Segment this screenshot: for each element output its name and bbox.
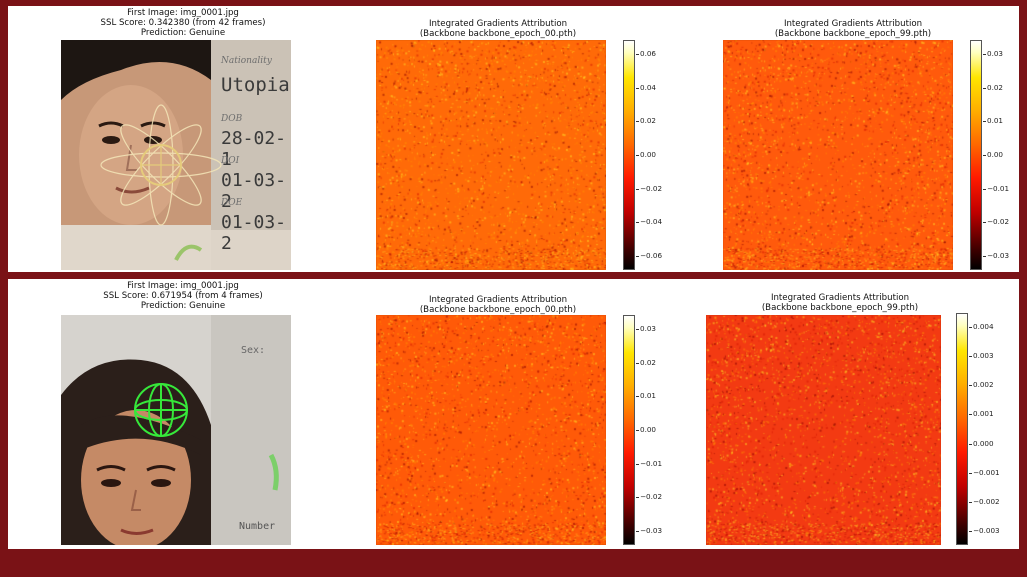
field-value-doe: 01-03-2 <box>221 212 287 254</box>
colorbar-tick-label: 0.02 <box>982 82 1004 92</box>
caption-prediction: Prediction: Genuine <box>140 28 226 38</box>
colorbar-tick-label: 0.03 <box>635 323 657 333</box>
map-title: Integrated Gradients Attribution (Backbo… <box>730 293 950 313</box>
colorbar-tick-label: 0.00 <box>635 150 657 159</box>
id-card-photo: Sex: Number <box>61 315 291 545</box>
colorbar-tick-label: 0.01 <box>635 391 657 401</box>
caption-ssl-score: SSL Score: 0.342380 (from 42 frames) <box>100 18 266 28</box>
image-caption: First Image: img_0001.jpg SSL Score: 0.3… <box>78 8 288 38</box>
map-title: Integrated Gradients Attribution (Backbo… <box>388 19 608 39</box>
colorbar-tick-label: 0.01 <box>982 116 1004 126</box>
colorbar-tick-label: −0.001 <box>969 467 1000 477</box>
colorbar-tick-label: −0.06 <box>635 251 663 261</box>
field-label-nationality: Nationality <box>221 56 272 66</box>
map-title-line1: Integrated Gradients Attribution <box>428 19 568 29</box>
colorbar-tick-label: 0.002 <box>969 380 994 390</box>
caption-filename: First Image: img_0001.jpg <box>127 281 239 291</box>
map-title-line2: (Backbone backbone_epoch_99.pth) <box>761 303 919 313</box>
field-value-doi: 01-03-2 <box>221 170 287 212</box>
map-title-line1: Integrated Gradients Attribution <box>770 293 910 303</box>
result-row-2: First Image: img_0001.jpg SSL Score: 0.6… <box>8 279 1019 549</box>
hologram-flower-icon <box>100 104 222 226</box>
field-label-dob: DOB <box>221 114 243 124</box>
colorbar-tick-label: −0.02 <box>635 492 663 502</box>
colorbar-tick-label: −0.002 <box>969 496 1000 506</box>
result-row-1: First Image: img_0001.jpg SSL Score: 0.3… <box>8 6 1019 272</box>
colorbar-tick-label: 0.04 <box>635 82 657 92</box>
map-title-line2: (Backbone backbone_epoch_99.pth) <box>774 29 932 39</box>
attribution-heatmap <box>723 40 953 270</box>
field-value-nationality: Utopia <box>221 74 290 96</box>
colorbar-tick-label: 0.004 <box>969 321 994 331</box>
colorbar-tick-label: −0.02 <box>635 183 663 193</box>
map-title: Integrated Gradients Attribution (Backbo… <box>743 19 963 39</box>
colorbar-tick-label: 0.02 <box>635 357 657 367</box>
id-card-photo: Nationality Utopia DOB 28-02-1 DOI 01-03… <box>61 40 291 270</box>
caption-prediction: Prediction: Genuine <box>140 301 226 311</box>
colorbar-tick-label: −0.01 <box>982 183 1010 193</box>
field-value-dob: 28-02-1 <box>221 128 287 170</box>
colorbar <box>956 313 968 545</box>
colorbar-tick-label: −0.003 <box>969 526 1000 536</box>
attribution-heatmap <box>706 315 941 545</box>
map-title: Integrated Gradients Attribution (Backbo… <box>388 295 608 315</box>
colorbar-tick-label: −0.01 <box>635 458 663 468</box>
map-title-line1: Integrated Gradients Attribution <box>428 295 568 305</box>
image-caption: First Image: img_0001.jpg SSL Score: 0.6… <box>78 281 288 311</box>
colorbar-tick-label: 0.003 <box>969 351 994 361</box>
colorbar-tick-label: −0.03 <box>982 251 1010 261</box>
caption-filename: First Image: img_0001.jpg <box>127 8 239 18</box>
colorbar-tick-label: −0.02 <box>982 217 1010 227</box>
colorbar-tick-label: 0.02 <box>635 116 657 126</box>
map-title-line2: (Backbone backbone_epoch_00.pth) <box>419 305 577 315</box>
field-label-doi: DOI <box>221 156 240 166</box>
attribution-heatmap <box>376 315 606 545</box>
hologram-globe-icon <box>134 383 188 437</box>
colorbar-tick-label: 0.001 <box>969 409 994 419</box>
colorbar-tick-label: 0.06 <box>635 48 657 58</box>
colorbar-tick-label: −0.04 <box>635 217 663 227</box>
colorbar-tick-label: −0.03 <box>635 526 663 536</box>
map-title-line1: Integrated Gradients Attribution <box>783 19 923 29</box>
colorbar-tick-label: 0.00 <box>982 150 1004 159</box>
field-label-sex: Sex: <box>241 345 266 356</box>
attribution-heatmap <box>376 40 606 270</box>
colorbar-tick-label: 0.00 <box>635 425 657 434</box>
colorbar <box>623 315 635 545</box>
field-label-doe: DOE <box>221 198 243 208</box>
colorbar-tick-label: 0.000 <box>969 438 994 448</box>
map-title-line2: (Backbone backbone_epoch_00.pth) <box>419 29 577 39</box>
colorbar <box>623 40 635 270</box>
colorbar <box>970 40 982 270</box>
caption-ssl-score: SSL Score: 0.671954 (from 4 frames) <box>103 291 263 301</box>
field-label-number: Number <box>239 521 276 532</box>
colorbar-tick-label: 0.03 <box>982 48 1004 58</box>
